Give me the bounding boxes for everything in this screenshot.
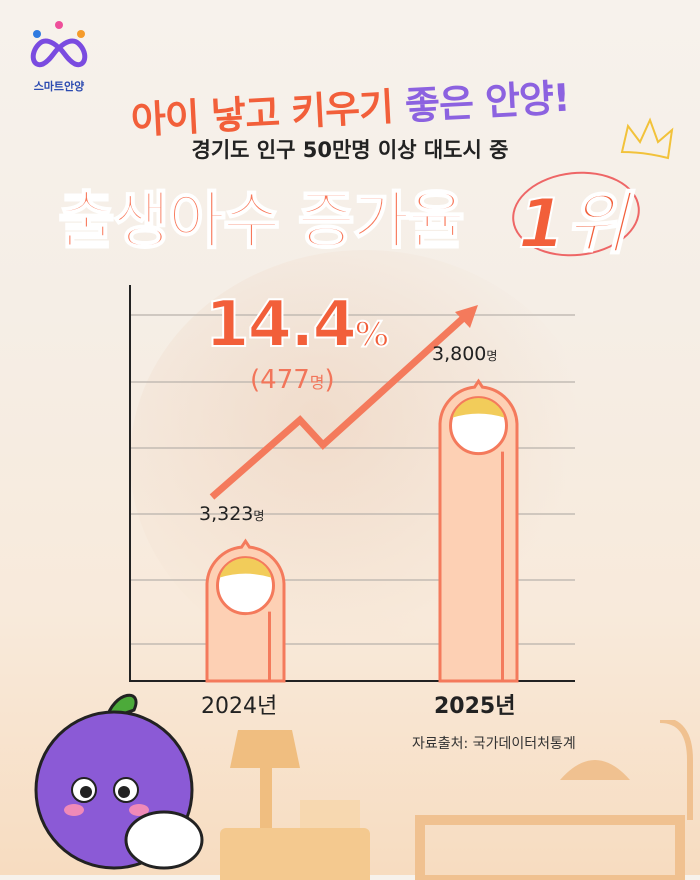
x-tick-label: 2024년: [201, 694, 278, 719]
main-title: 출생아수 증가율: [57, 183, 466, 258]
baby-hair: [452, 397, 505, 418]
percent-sign: %: [354, 314, 390, 356]
value-number: 3,323: [199, 503, 254, 526]
grape-character: [34, 693, 204, 870]
value-label: 3,800명: [432, 343, 497, 365]
diff-unit: 명: [309, 373, 325, 392]
value-unit: 명: [253, 509, 265, 524]
subtitle: 경기도 인구 50만명 이상 대도시 중: [191, 138, 509, 162]
rank-text: 1위: [517, 184, 629, 265]
logo-text: 스마트안양: [33, 80, 85, 93]
value-number: 3,800: [432, 343, 487, 366]
nursery-furniture: [220, 720, 693, 880]
x-tick-label: 2025년: [434, 694, 516, 719]
bar: [438, 378, 519, 683]
growth-percent: 14.4%: [204, 287, 390, 363]
bar-2024년: [205, 538, 286, 683]
diff-value: 477: [260, 365, 310, 395]
source-note: 자료출처: 국가데이터처통계: [412, 736, 576, 752]
paren-open: (: [250, 365, 261, 395]
baby-hair: [219, 557, 272, 578]
bar-2025년: [438, 378, 519, 683]
value-label: 3,323명: [199, 503, 264, 525]
trend-arrow-head: [455, 305, 478, 328]
trend-arrow-line: [209, 309, 473, 500]
value-unit: 명: [486, 349, 498, 364]
growth-percent-value: 14.4: [204, 287, 358, 363]
growth-diff: (477명): [250, 365, 335, 395]
crown-icon: [620, 117, 674, 160]
paren-close: ): [324, 365, 335, 395]
logo-icon: [30, 21, 88, 68]
logo: 스마트안양: [26, 20, 92, 94]
